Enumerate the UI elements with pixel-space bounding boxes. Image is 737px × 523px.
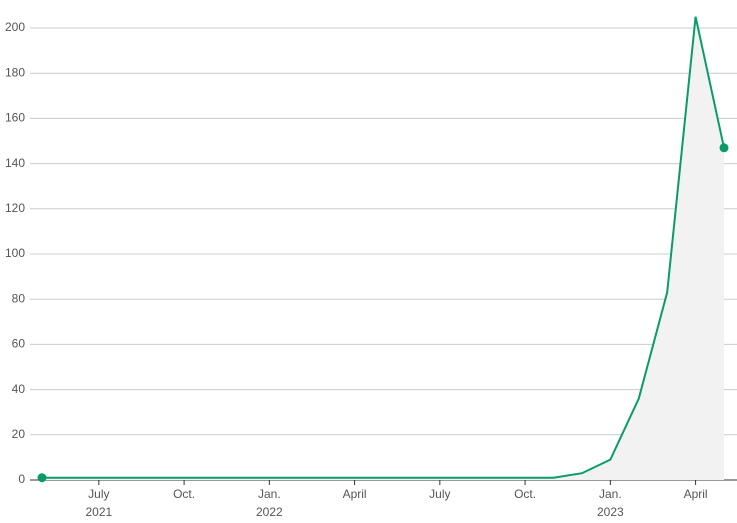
area	[42, 16, 724, 480]
y-tick-label: 80	[12, 291, 26, 305]
y-tick-label: 100	[5, 246, 25, 260]
x-tick-year: 2023	[597, 505, 624, 519]
x-tick-label: Oct.	[514, 487, 536, 501]
x-tick-label: April	[684, 487, 708, 501]
y-tick-label: 140	[5, 156, 25, 170]
y-tick-label: 160	[5, 111, 25, 125]
x-tick-label: July	[429, 487, 450, 501]
end-marker	[37, 473, 47, 483]
end-marker	[719, 143, 729, 153]
x-tick-label: Jan.	[258, 487, 281, 501]
x-tick-year: 2021	[85, 505, 112, 519]
x-tick-label: July	[88, 487, 109, 501]
x-tick-label: Oct.	[173, 487, 195, 501]
y-tick-label: 120	[5, 201, 25, 215]
y-tick-label: 40	[12, 382, 26, 396]
x-tick-label: April	[343, 487, 367, 501]
y-tick-label: 60	[12, 337, 26, 351]
line	[42, 16, 725, 479]
y-tick-label: 20	[12, 427, 26, 441]
x-tick-label: Jan.	[599, 487, 622, 501]
y-tick-label: 180	[5, 65, 25, 79]
y-tick-label: 0	[18, 472, 25, 486]
x-tick-year: 2022	[256, 505, 283, 519]
y-tick-label: 200	[5, 20, 25, 34]
